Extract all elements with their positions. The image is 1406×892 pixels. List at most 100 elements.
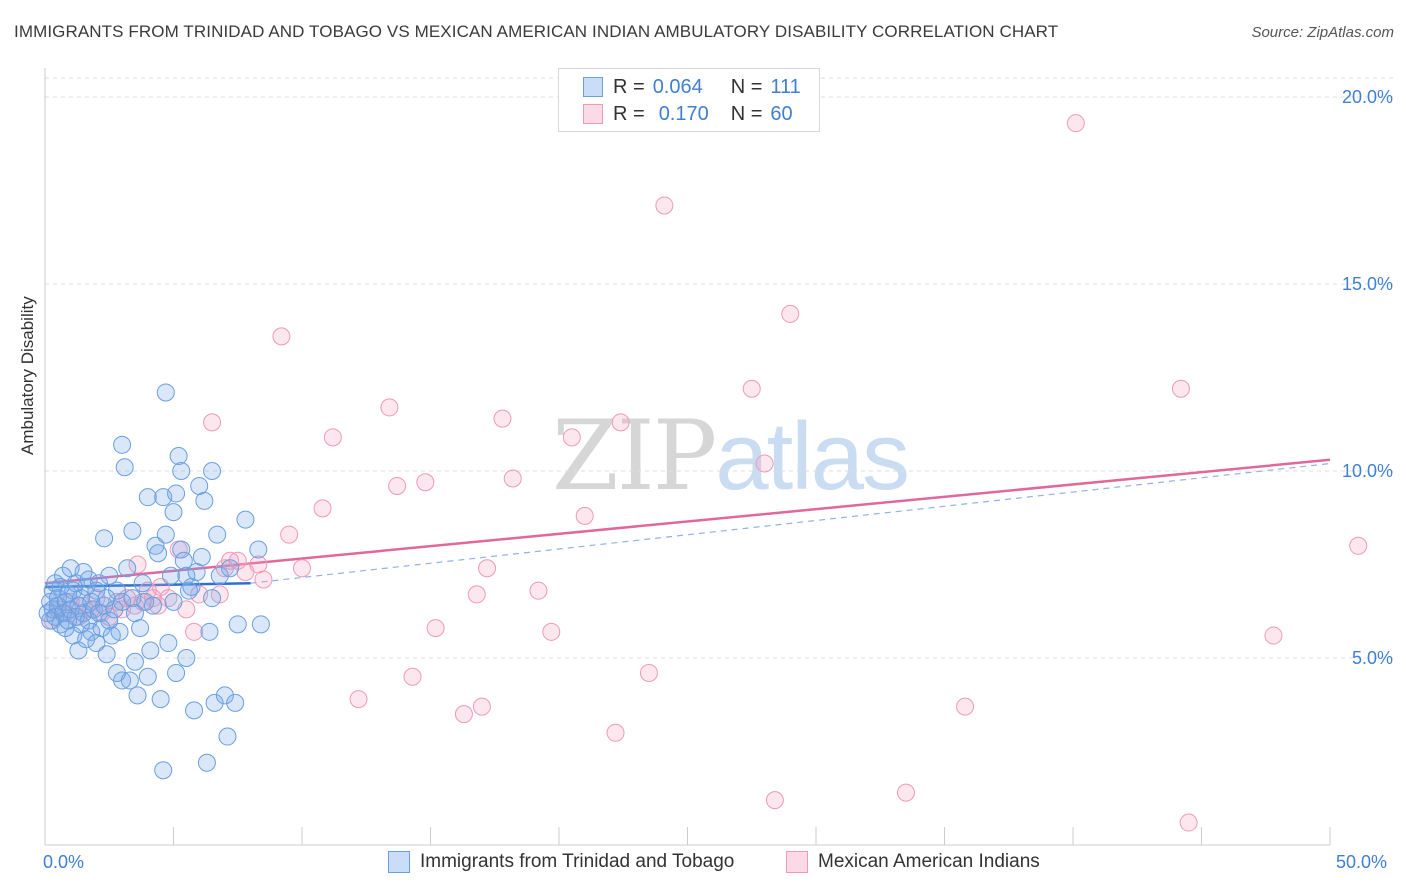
bottom-legend-swatch-blue — [388, 851, 410, 873]
point-mexican-american-indians — [606, 723, 625, 742]
point-mexican-american-indians — [1066, 114, 1085, 133]
bottom-legend-label-series2: Mexican American Indians — [818, 851, 1040, 872]
point-trinidad-tobago — [236, 510, 255, 529]
point-mexican-american-indians — [467, 585, 486, 604]
point-mexican-american-indians — [221, 551, 240, 570]
point-trinidad-tobago — [172, 462, 191, 480]
bottom-legend-series2: Mexican American Indians — [786, 851, 1040, 873]
point-trinidad-tobago — [138, 488, 157, 507]
point-mexican-american-indians — [1349, 536, 1368, 555]
point-trinidad-tobago — [92, 619, 111, 638]
point-trinidad-tobago — [82, 622, 101, 641]
point-trinidad-tobago — [149, 544, 168, 563]
point-trinidad-tobago — [197, 753, 216, 772]
point-trinidad-tobago — [205, 693, 224, 712]
watermark: ZIPatlas — [552, 400, 910, 512]
point-trinidad-tobago — [141, 641, 160, 660]
legend-row-series2: R = 0.170 N = 60 — [583, 102, 793, 126]
point-trinidad-tobago — [100, 611, 119, 630]
point-trinidad-tobago — [146, 536, 165, 555]
point-trinidad-tobago — [133, 574, 152, 593]
point-trinidad-tobago — [185, 701, 204, 720]
point-trinidad-tobago — [167, 663, 186, 682]
point-mexican-american-indians — [562, 428, 581, 447]
y-tick-label: 10.0% — [1342, 461, 1393, 481]
point-trinidad-tobago — [164, 592, 183, 611]
point-trinidad-tobago — [110, 622, 129, 641]
point-trinidad-tobago — [138, 667, 157, 686]
x-tick-max: 50.0% — [1336, 852, 1388, 872]
legend-r-label: R = — [613, 102, 645, 125]
legend-r-label: R = — [613, 75, 645, 98]
point-trinidad-tobago — [95, 529, 114, 548]
point-mexican-american-indians — [529, 581, 548, 600]
point-mexican-american-indians — [956, 697, 975, 716]
point-trinidad-tobago — [177, 566, 196, 585]
point-trinidad-tobago — [164, 503, 183, 522]
point-trinidad-tobago — [169, 447, 188, 466]
point-trinidad-tobago — [120, 671, 139, 690]
point-trinidad-tobago — [195, 491, 214, 510]
trend-line-mexican-american-indians — [44, 458, 1331, 585]
point-mexican-american-indians — [765, 791, 784, 810]
y-tick-label: 15.0% — [1342, 274, 1393, 294]
legend-n-value: 111 — [770, 75, 801, 98]
bottom-legend-series1: Immigrants from Trinidad and Tobago — [388, 851, 734, 873]
point-trinidad-tobago — [192, 548, 211, 567]
point-trinidad-tobago — [210, 566, 229, 585]
point-trinidad-tobago — [203, 589, 222, 608]
point-trinidad-tobago — [107, 581, 126, 600]
point-trinidad-tobago — [123, 521, 142, 540]
y-axis-label: Ambulatory Disability — [18, 296, 37, 455]
point-trinidad-tobago — [251, 615, 270, 634]
legend-row-series1: R = 0.064 N = 111 — [583, 75, 801, 99]
legend-swatch-blue — [583, 77, 603, 97]
point-trinidad-tobago — [151, 690, 170, 709]
point-mexican-american-indians — [254, 570, 273, 589]
point-trinidad-tobago — [182, 577, 201, 596]
y-tick-label: 20.0% — [1342, 87, 1393, 107]
axes — [44, 68, 1331, 846]
point-trinidad-tobago — [187, 562, 206, 581]
point-mexican-american-indians — [542, 622, 561, 641]
point-mexican-american-indians — [611, 413, 630, 432]
x-tick-min: 0.0% — [43, 852, 85, 872]
trend-line-trinidad-tobago-extended — [250, 462, 1331, 584]
point-mexican-american-indians — [416, 473, 435, 492]
point-mexican-american-indians — [293, 559, 311, 578]
legend-n-label: N = — [730, 75, 763, 98]
point-trinidad-tobago — [161, 566, 180, 585]
point-mexican-american-indians — [272, 327, 291, 346]
point-trinidad-tobago — [221, 559, 240, 578]
point-mexican-american-indians — [503, 469, 522, 488]
point-trinidad-tobago — [228, 615, 247, 634]
legend-n-label: N = — [730, 102, 763, 125]
point-mexican-american-indians — [1179, 813, 1198, 832]
point-trinidad-tobago — [226, 693, 245, 712]
point-trinidad-tobago — [131, 619, 150, 638]
point-mexican-american-indians — [280, 525, 299, 544]
bottom-legend-swatch-pink — [786, 851, 808, 873]
point-trinidad-tobago — [156, 383, 175, 402]
point-trinidad-tobago — [128, 686, 147, 705]
legend-n-value: 60 — [770, 102, 793, 125]
point-trinidad-tobago — [154, 761, 173, 780]
legend-r-value: 0.064 — [652, 75, 703, 98]
bottom-legend-label-series1: Immigrants from Trinidad and Tobago — [420, 851, 735, 872]
point-trinidad-tobago — [118, 559, 137, 578]
point-mexican-american-indians — [403, 667, 422, 686]
point-trinidad-tobago — [143, 596, 162, 615]
point-trinidad-tobago — [159, 634, 178, 653]
point-trinidad-tobago — [156, 525, 175, 544]
legend: R = 0.064 N = 111 R = 0.170 N = 60 — [558, 68, 820, 132]
point-trinidad-tobago — [208, 525, 227, 544]
point-mexican-american-indians — [493, 409, 512, 428]
point-mexican-american-indians — [575, 506, 594, 525]
point-trinidad-tobago — [249, 540, 268, 559]
y-tick-label: 5.0% — [1352, 648, 1393, 668]
point-mexican-american-indians — [454, 705, 473, 724]
watermark-zip: ZIP — [552, 400, 717, 512]
point-trinidad-tobago — [100, 566, 119, 585]
point-trinidad-tobago — [56, 619, 75, 638]
chart-title: IMMIGRANTS FROM TRINIDAD AND TOBAGO VS M… — [14, 22, 1059, 41]
